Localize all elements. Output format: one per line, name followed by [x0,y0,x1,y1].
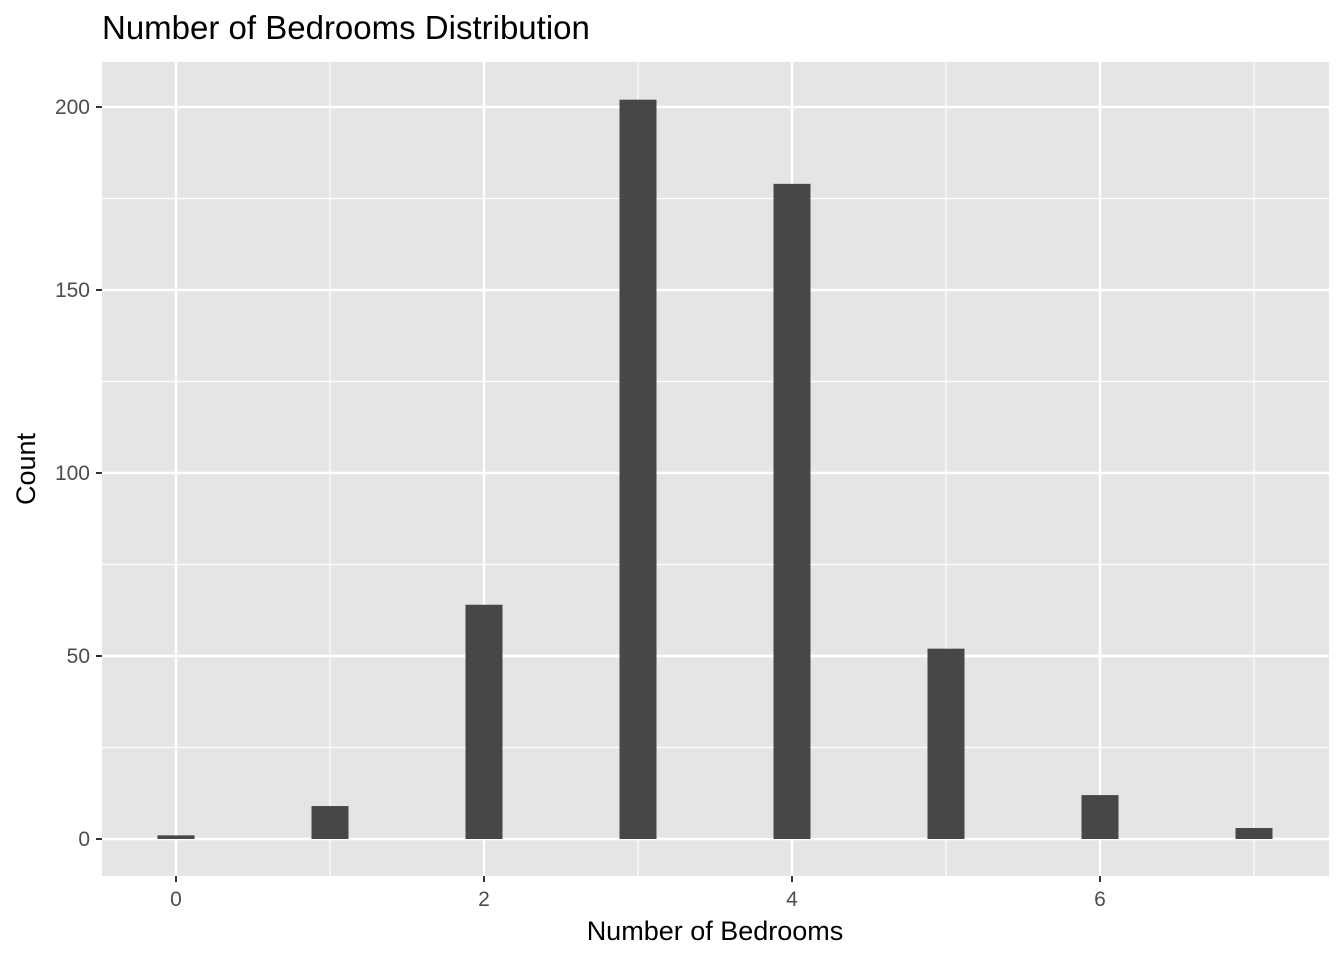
y-axis: 0 50 100 150 200 [55,96,102,851]
y-axis-title: Count [11,432,41,505]
bar [157,835,195,839]
x-tick-label: 0 [170,888,182,911]
bar [773,183,811,840]
bar [1081,795,1119,839]
bar [927,648,965,839]
x-tick-label: 6 [1094,888,1106,911]
bar [311,806,349,839]
y-tick-label: 100 [55,462,90,485]
bars [157,99,1273,840]
x-tick-label: 2 [478,888,490,911]
y-tick-label: 200 [55,96,90,119]
bar [465,604,503,839]
y-tick-label: 150 [55,279,90,302]
bar [619,99,657,840]
x-axis: 0 2 4 6 [170,876,1106,911]
bar [1235,828,1273,839]
plot-panel [102,62,1329,876]
x-axis-title: Number of Bedrooms [587,916,844,946]
y-tick-label: 0 [78,828,90,851]
y-tick-label: 50 [67,645,90,668]
x-tick-label: 4 [786,888,798,911]
chart-title: Number of Bedrooms Distribution [102,9,590,46]
